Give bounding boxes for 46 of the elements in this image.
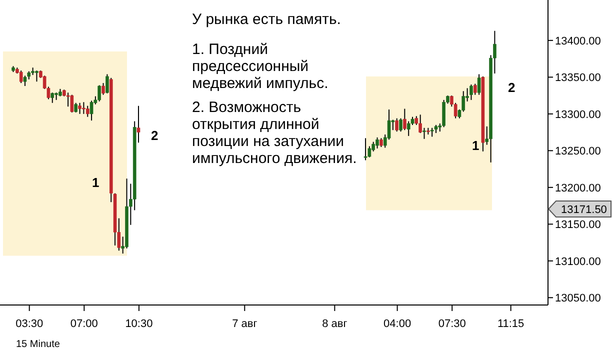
annotation: У рынка есть память. — [192, 11, 342, 28]
y-tick-label: 13200.00 — [555, 182, 601, 194]
y-tick-label: 13050.00 — [555, 292, 601, 305]
y-tick-label: 13150.00 — [555, 219, 601, 232]
candlestick — [376, 136, 379, 149]
y-tick-label: 13400.00 — [555, 35, 601, 48]
candlestick — [136, 105, 140, 144]
text: 15 Minute — [16, 338, 60, 351]
x-tick-label: 07:00 — [70, 318, 98, 330]
candlestick — [442, 99, 446, 128]
x-tick-label: 10:30 — [125, 318, 153, 330]
candlestick — [23, 75, 27, 86]
annotation: 2 — [151, 127, 158, 144]
candlestick — [98, 84, 102, 102]
annotation: 2. Возможность открытия длинной позиции на затухании импульсного движения. — [192, 99, 358, 167]
candlestick — [50, 92, 54, 104]
y-tick-label: 13100.00 — [555, 256, 601, 268]
x-tick-label: 7 авг — [232, 318, 258, 330]
candlestick — [477, 74, 481, 96]
y-tick-label: 13300.00 — [555, 108, 601, 121]
candlestick — [422, 127, 426, 140]
candlestick — [364, 138, 368, 161]
x-tick-label: 03:30 — [16, 318, 44, 330]
text: 13171.50 — [561, 204, 607, 216]
annotation: 1 — [472, 137, 480, 154]
candlestick — [406, 120, 410, 136]
candlestick — [74, 102, 78, 113]
candlestick — [78, 102, 82, 114]
x-tick-label: 07:30 — [438, 318, 466, 330]
x-tick-label: 8 авг — [322, 318, 348, 330]
annotation: 1 — [92, 174, 100, 191]
candlestick — [19, 70, 23, 84]
x-tick-label: 11:15 — [497, 318, 524, 330]
y-tick-label: 13350.00 — [555, 72, 601, 84]
y-tick-label: 13250.00 — [555, 146, 601, 158]
annotation: 2 — [508, 79, 516, 96]
x-tick-label: 04:00 — [384, 318, 412, 330]
candlestick — [470, 84, 473, 100]
candlestick — [90, 100, 94, 122]
candlestick — [395, 118, 398, 132]
candlestick — [35, 70, 38, 82]
candlestick — [70, 94, 74, 113]
candlestick — [473, 83, 477, 96]
candlestick — [86, 105, 90, 118]
candlestick — [82, 102, 86, 114]
annotation: 1. Поздний предсессионный медвежий импульс. — [192, 41, 330, 92]
